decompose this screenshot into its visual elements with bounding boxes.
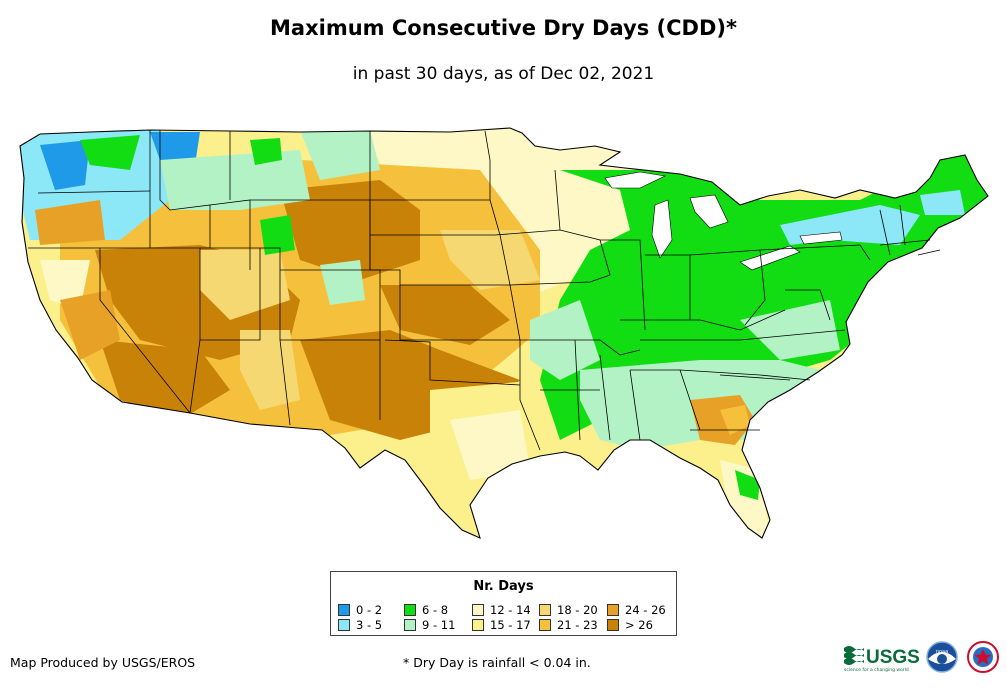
legend-item: 24 - 26 [607,603,666,617]
legend-label: 24 - 26 [625,603,666,617]
legend-swatch [539,604,551,616]
map-subtitle: in past 30 days, as of Dec 02, 2021 [352,64,655,84]
legend-item: 15 - 17 [472,618,531,632]
map-title: Maximum Consecutive Dry Days (CDD)* [270,16,737,40]
legend-item: 21 - 23 [539,618,598,632]
legend-swatch [472,619,484,631]
legend-swatch [607,619,619,631]
legend-swatch [404,604,416,616]
legend-label: 0 - 2 [356,603,383,617]
legend-item: 18 - 20 [539,603,598,617]
legend-label: 9 - 11 [422,618,456,632]
map-credit: Map Produced by USGS/EROS [10,655,196,670]
legend-label: 18 - 20 [557,603,598,617]
conus-map [19,127,989,539]
legend-label: 21 - 23 [557,618,598,632]
agency-logos: USGS science for a changing world noaa [844,641,999,673]
legend-label: 15 - 17 [490,618,531,632]
dry-day-footnote: * Dry Day is rainfall < 0.04 in. [403,655,591,670]
legend-label: 12 - 14 [490,603,531,617]
noaa-text: noaa [936,649,948,655]
noaa-logo: noaa [926,641,958,673]
legend-swatch [338,619,350,631]
legend-swatch [607,604,619,616]
usgs-logo: USGS science for a changing world [844,646,920,673]
legend-swatch [404,619,416,631]
legend-label: 6 - 8 [422,603,449,617]
legend-item: 3 - 5 [338,618,382,632]
usgs-tagline: science for a changing world [844,667,909,673]
legend-swatch [539,619,551,631]
legend-label: > 26 [625,618,653,632]
nws-logo [967,641,999,673]
legend-label: 3 - 5 [356,618,383,632]
usgs-wordmark: USGS [866,647,920,668]
legend-item: 12 - 14 [472,603,531,617]
legend-item: 9 - 11 [404,618,455,632]
legend: Nr. Days 0 - 2 3 - 5 6 - 8 9 - 11 12 - 1… [330,571,677,636]
legend-item: > 26 [607,618,653,632]
legend-item: 0 - 2 [338,603,382,617]
legend-title: Nr. Days [473,579,534,594]
legend-swatch [338,604,350,616]
legend-swatch [472,604,484,616]
legend-item: 6 - 8 [404,603,448,617]
